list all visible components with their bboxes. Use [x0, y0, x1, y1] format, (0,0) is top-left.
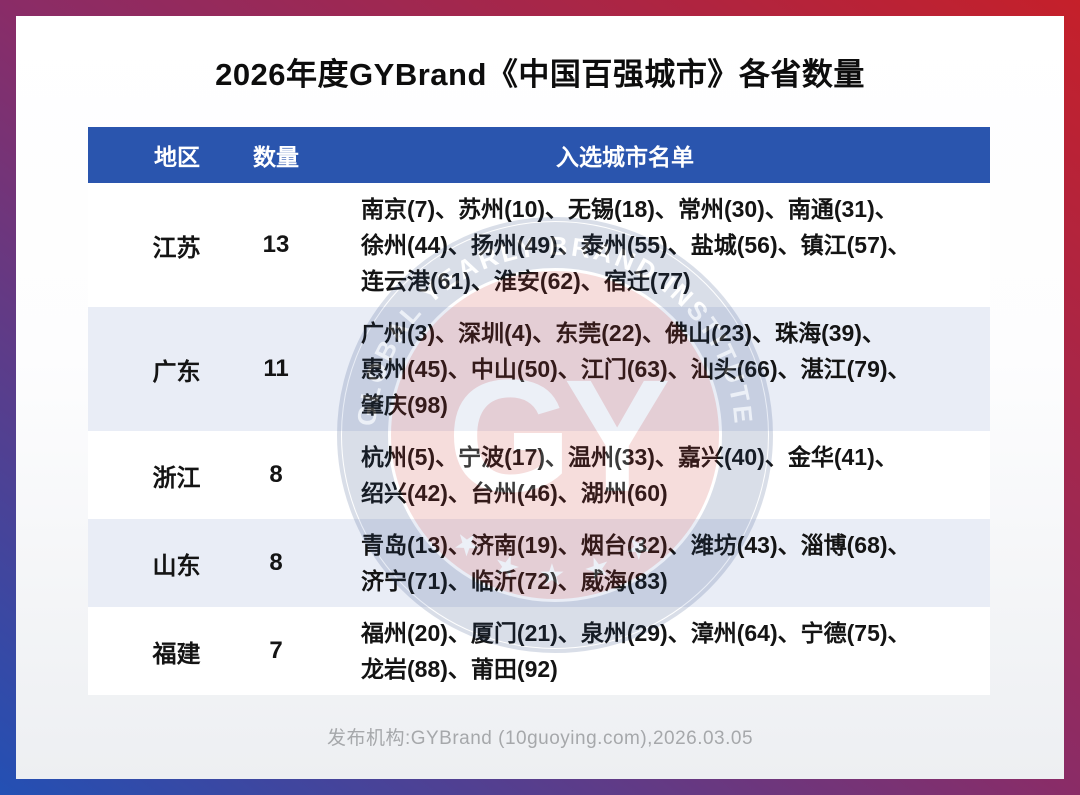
cities-cell: 福州(20)、厦门(21)、泉州(29)、漳州(64)、宁德(75)、龙岩(88… [312, 607, 990, 695]
city-item: 温州(33)、 [568, 444, 678, 470]
city-item: 淮安(62)、 [493, 268, 604, 294]
city-item: 扬州(49)、 [470, 232, 581, 258]
city-item: 烟台(32)、 [580, 532, 691, 558]
region-cell: 福建 [88, 607, 240, 695]
city-item: 镇江(57)、 [800, 232, 911, 258]
city-item: 汕头(66)、 [690, 356, 801, 382]
city-item: 连云港(61)、 [361, 268, 494, 294]
city-item: 青岛(13)、 [361, 532, 471, 558]
table-body: 江苏 13 南京(7)、苏州(10)、无锡(18)、常州(30)、南通(31)、… [88, 183, 990, 695]
table-row: 山东 8 青岛(13)、济南(19)、烟台(32)、潍坊(43)、淄博(68)、… [88, 519, 990, 607]
city-item: 佛山(23)、 [665, 320, 776, 346]
column-header-cities: 入选城市名单 [312, 127, 990, 183]
page-title: 2026年度GYBrand《中国百强城市》各省数量 [215, 57, 865, 92]
city-item: 龙岩(88)、 [361, 656, 471, 682]
city-item: 济南(19)、 [470, 532, 581, 558]
table-row: 浙江 8 杭州(5)、宁波(17)、温州(33)、嘉兴(40)、金华(41)、绍… [88, 431, 990, 519]
city-item: 绍兴(42)、 [361, 480, 471, 506]
city-item: 江门(63)、 [580, 356, 691, 382]
city-item: 嘉兴(40)、 [677, 444, 788, 470]
column-header-count: 数量 [240, 127, 312, 183]
table-row: 福建 7 福州(20)、厦门(21)、泉州(29)、漳州(64)、宁德(75)、… [88, 607, 990, 695]
cities-cell: 青岛(13)、济南(19)、烟台(32)、潍坊(43)、淄博(68)、济宁(71… [312, 519, 990, 607]
city-item: 台州(46)、 [470, 480, 581, 506]
city-item: 广州(3)、 [361, 320, 459, 346]
province-city-table: 地区 数量 入选城市名单 江苏 13 南京(7)、苏州(10)、无锡(18)、常… [88, 127, 990, 695]
region-cell: 广东 [88, 307, 240, 431]
publisher-note: 发布机构:GYBrand (10guoying.com),2026.03.05 [326, 727, 754, 749]
count-cell: 11 [240, 307, 312, 431]
city-item: 湛江(79)、 [800, 356, 911, 382]
count-cell: 13 [240, 183, 312, 307]
column-header-region: 地区 [88, 127, 240, 183]
city-item: 厦门(21)、 [470, 620, 581, 646]
city-item: 临沂(72)、 [470, 568, 581, 594]
city-item: 湖州(60) [580, 480, 668, 506]
city-item: 泰州(55)、 [580, 232, 691, 258]
footer-band: 发布机构:GYBrand (10guoying.com),2026.03.05 [16, 695, 1064, 777]
city-item: 宁德(75)、 [800, 620, 911, 646]
city-item: 杭州(5)、 [361, 444, 459, 470]
count-cell: 8 [240, 519, 312, 607]
city-item: 无锡(18)、 [568, 196, 678, 222]
city-item: 漳州(64)、 [690, 620, 801, 646]
city-item: 徐州(44)、 [361, 232, 471, 258]
table-row: 江苏 13 南京(7)、苏州(10)、无锡(18)、常州(30)、南通(31)、… [88, 183, 990, 307]
region-cell: 浙江 [88, 431, 240, 519]
cities-cell: 广州(3)、深圳(4)、东莞(22)、佛山(23)、珠海(39)、惠州(45)、… [312, 307, 990, 431]
count-cell: 8 [240, 431, 312, 519]
city-item: 淄博(68)、 [800, 532, 911, 558]
city-item: 莆田(92) [470, 656, 558, 682]
city-item: 宁波(17)、 [458, 444, 569, 470]
table-row: 广东 11 广州(3)、深圳(4)、东莞(22)、佛山(23)、珠海(39)、惠… [88, 307, 990, 431]
cities-cell: 南京(7)、苏州(10)、无锡(18)、常州(30)、南通(31)、徐州(44)… [312, 183, 990, 307]
city-item: 金华(41)、 [787, 444, 898, 470]
city-item: 肇庆(98) [361, 392, 448, 418]
table-header-row: 地区 数量 入选城市名单 [88, 127, 990, 183]
city-item: 潍坊(43)、 [690, 532, 801, 558]
city-item: 东莞(22)、 [555, 320, 666, 346]
city-item: 南京(7)、 [361, 196, 459, 222]
city-item: 深圳(4)、 [458, 320, 556, 346]
city-item: 福州(20)、 [361, 620, 471, 646]
city-item: 济宁(71)、 [361, 568, 471, 594]
city-item: 珠海(39)、 [775, 320, 885, 346]
content-card: 2026年度GYBrand《中国百强城市》各省数量 地区 数量 入选城市名单 江… [16, 16, 1064, 779]
region-cell: 山东 [88, 519, 240, 607]
city-item: 常州(30)、 [677, 196, 788, 222]
city-item: 惠州(45)、 [361, 356, 471, 382]
title-band: 2026年度GYBrand《中国百强城市》各省数量 [16, 16, 1064, 127]
city-item: 南通(31)、 [787, 196, 898, 222]
city-item: 苏州(10)、 [458, 196, 569, 222]
cities-cell: 杭州(5)、宁波(17)、温州(33)、嘉兴(40)、金华(41)、绍兴(42)… [312, 431, 990, 519]
city-item: 宿迁(77) [603, 268, 691, 294]
city-item: 中山(50)、 [470, 356, 581, 382]
count-cell: 7 [240, 607, 312, 695]
city-item: 泉州(29)、 [580, 620, 691, 646]
table-header: 地区 数量 入选城市名单 [88, 127, 990, 183]
region-cell: 江苏 [88, 183, 240, 307]
city-item: 盐城(56)、 [690, 232, 801, 258]
city-item: 威海(83) [580, 568, 668, 594]
